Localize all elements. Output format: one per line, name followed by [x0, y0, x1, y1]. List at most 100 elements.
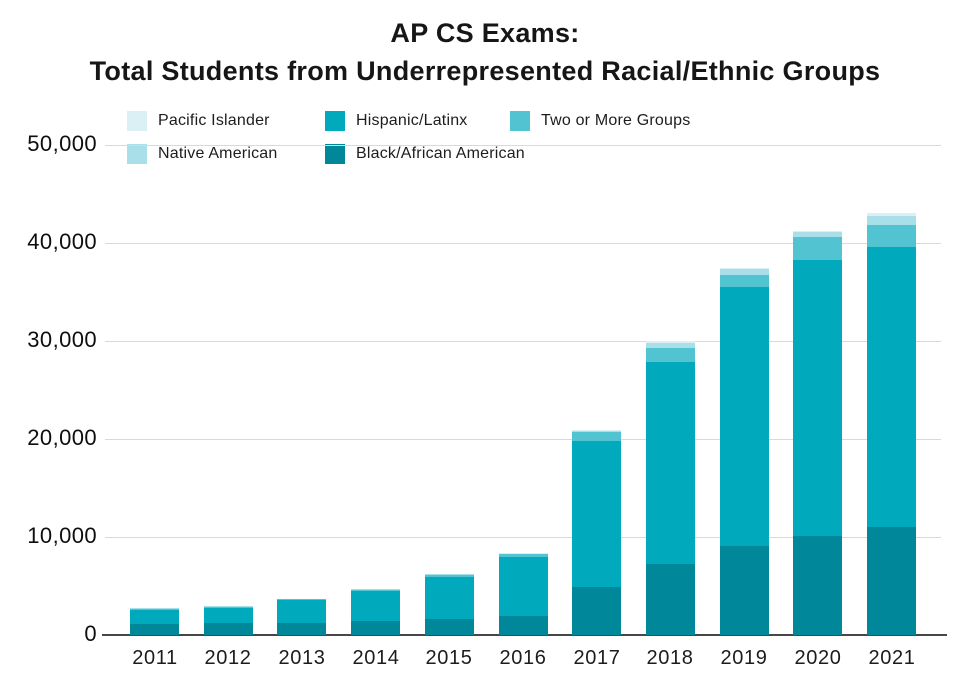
legend-item-native-american: Native American [127, 144, 325, 164]
bar-2018 [646, 341, 695, 635]
bar-segment-two-or-more-groups [720, 274, 769, 288]
bar-segment-hispanic-latinx [425, 576, 474, 619]
bar-2011 [130, 608, 179, 635]
x-tick-label-2016: 2016 [499, 647, 547, 669]
bar-segment-pacific-islander [793, 230, 842, 233]
bar-segment-black-african-american [499, 615, 548, 635]
bar-segment-native-american [867, 215, 916, 226]
y-axis-labels: 0 10,000 20,000 30,000 40,000 50,000 [0, 0, 97, 700]
bar-segment-hispanic-latinx [499, 556, 548, 616]
y-tick-label-30000: 30,000 [27, 327, 97, 352]
y-tick-label-20000: 20,000 [27, 425, 97, 450]
bar-segment-hispanic-latinx [646, 361, 695, 565]
x-tick-label-2014: 2014 [352, 647, 400, 669]
bar-segment-hispanic-latinx [867, 246, 916, 528]
legend-swatch-native-american [127, 144, 147, 164]
bar-segment-black-african-american [867, 527, 916, 635]
legend-label-black-african-american: Black/African American [356, 145, 525, 162]
legend-item-hispanic-latinx: Hispanic/Latinx [325, 111, 510, 131]
bar-segment-hispanic-latinx [130, 609, 179, 625]
bar-segment-two-or-more-groups [646, 348, 695, 362]
bar-segment-pacific-islander [646, 341, 695, 343]
bar-segment-two-or-more-groups [867, 225, 916, 247]
legend-item-pacific-islander: Pacific Islander [127, 111, 325, 131]
chart-title: AP CS Exams: Total Students from Underre… [0, 14, 970, 90]
bar-segment-native-american [425, 574, 474, 575]
legend-swatch-two-or-more-groups [510, 111, 530, 131]
bar-segment-hispanic-latinx [793, 259, 842, 537]
bar-segment-two-or-more-groups [277, 598, 326, 601]
bar-2020 [793, 230, 842, 635]
x-tick-label-2019: 2019 [720, 647, 768, 669]
bar-segment-two-or-more-groups [793, 236, 842, 260]
bar-segment-hispanic-latinx [204, 607, 253, 624]
gridline-20000 [105, 439, 941, 440]
bar-2012 [204, 606, 253, 635]
bar-segment-native-american [646, 342, 695, 349]
bar-segment-black-african-american [793, 536, 842, 635]
bar-2021 [867, 212, 916, 635]
bar-2016 [499, 553, 548, 635]
legend-label-pacific-islander: Pacific Islander [158, 112, 270, 129]
bar-segment-pacific-islander [867, 212, 916, 216]
x-axis-labels: 2011 2012 2013 2014 2015 2016 2017 2018 2019 2020… [105, 646, 943, 676]
bar-segment-hispanic-latinx [277, 600, 326, 623]
x-tick-label-2017: 2017 [573, 647, 621, 669]
x-tick-label-2021: 2021 [868, 647, 916, 669]
bar-segment-native-american [793, 232, 842, 237]
y-tick-label-10000: 10,000 [27, 523, 97, 548]
legend-label-two-or-more-groups: Two or More Groups [541, 112, 691, 129]
bar-segment-black-african-american [277, 622, 326, 635]
legend-swatch-black-african-american [325, 144, 345, 164]
bar-segment-black-african-american [204, 623, 253, 635]
bar-2019 [720, 268, 769, 635]
chart-title-line-2: Total Students from Underrepresented Rac… [89, 56, 881, 86]
gridline-30000 [105, 341, 941, 342]
bar-segment-two-or-more-groups [351, 589, 400, 592]
x-tick-label-2020: 2020 [794, 647, 842, 669]
bar-segment-two-or-more-groups [130, 608, 179, 610]
bar-segment-hispanic-latinx [572, 440, 621, 587]
bar-segment-black-african-american [425, 618, 474, 635]
y-tick-label-0: 0 [84, 621, 97, 646]
x-tick-label-2011: 2011 [132, 647, 178, 669]
bar-2017 [572, 430, 621, 635]
chart-title-line-1: AP CS Exams: [390, 18, 580, 48]
bar-segment-hispanic-latinx [351, 591, 400, 622]
gridline-10000 [105, 537, 941, 538]
bar-segment-black-african-american [130, 624, 179, 635]
legend-item-two-or-more-groups: Two or More Groups [510, 111, 690, 131]
x-tick-label-2018: 2018 [646, 647, 694, 669]
bar-2013 [277, 598, 326, 635]
x-tick-label-2013: 2013 [278, 647, 326, 669]
bar-segment-two-or-more-groups [572, 431, 621, 441]
x-tick-label-2012: 2012 [204, 647, 252, 669]
y-tick-label-50000: 50,000 [27, 131, 97, 156]
legend-item-black-african-american: Black/African American [325, 144, 525, 164]
bar-segment-black-african-american [720, 545, 769, 635]
bar-2014 [351, 589, 400, 635]
bar-segment-two-or-more-groups [499, 554, 548, 557]
bar-segment-pacific-islander [720, 268, 769, 270]
bar-segment-native-american [499, 553, 548, 555]
bar-segment-black-african-american [572, 586, 621, 635]
legend: Pacific Islander Hispanic/Latinx Two or Mo… [127, 110, 827, 176]
gridline-40000 [105, 243, 941, 244]
legend-row-2: Native American Black/African American [127, 143, 827, 165]
legend-row-1: Pacific Islander Hispanic/Latinx Two or Mo… [127, 110, 827, 132]
bar-segment-native-american [572, 430, 621, 432]
y-tick-label-40000: 40,000 [27, 229, 97, 254]
x-axis-line [102, 634, 947, 636]
legend-label-native-american: Native American [158, 145, 278, 162]
legend-label-hispanic-latinx: Hispanic/Latinx [356, 112, 468, 129]
bar-segment-black-african-american [646, 564, 695, 635]
bar-segment-black-african-american [351, 621, 400, 635]
x-tick-label-2015: 2015 [425, 647, 473, 669]
bar-2015 [425, 574, 474, 635]
gridline-50000 [105, 145, 941, 146]
legend-swatch-pacific-islander [127, 111, 147, 131]
bar-segment-native-american [720, 269, 769, 275]
legend-swatch-hispanic-latinx [325, 111, 345, 131]
bar-segment-two-or-more-groups [204, 606, 253, 608]
